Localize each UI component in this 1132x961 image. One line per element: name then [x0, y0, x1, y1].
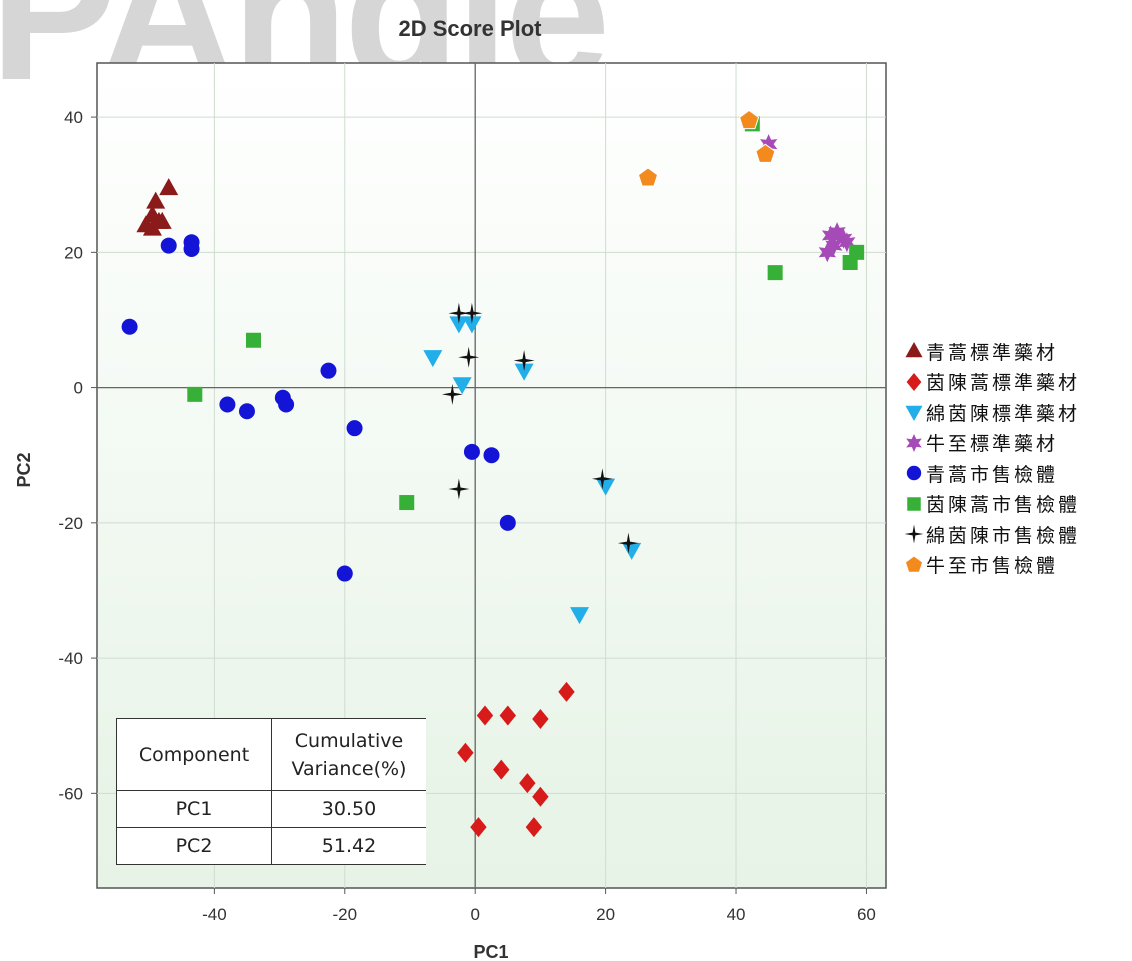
x-tick-label: 40 [727, 905, 746, 924]
x-tick-label: -40 [202, 905, 227, 924]
variance-table: Component Cumulative Variance(%) PC1 30.… [116, 718, 426, 865]
data-point [484, 447, 500, 463]
x-tick-label: -20 [332, 905, 357, 924]
x-axis-label: PC1 [473, 942, 508, 961]
y-tick-label: -60 [58, 784, 83, 803]
legend-item: 綿茵陳標準藥材 [902, 397, 1080, 428]
legend-label: 綿茵陳標準藥材 [926, 399, 1080, 426]
legend-item: 茵陳蒿標準藥材 [902, 367, 1080, 398]
data-point [849, 245, 864, 260]
y-tick-label: -20 [58, 514, 83, 533]
data-point [187, 387, 202, 402]
legend-label: 牛至市售檢體 [926, 551, 1058, 578]
data-point [122, 319, 138, 335]
legend-label: 茵陳蒿標準藥材 [926, 368, 1080, 395]
legend-marker-icon [902, 400, 926, 424]
x-tick-label: 60 [857, 905, 876, 924]
table-row: PC2 51.42 [117, 828, 427, 865]
data-point [337, 566, 353, 582]
legend-marker-shape [905, 406, 922, 421]
data-point [347, 420, 363, 436]
table-header-row: Component Cumulative Variance(%) [117, 719, 427, 791]
legend-label: 牛至標準藥材 [926, 429, 1058, 456]
legend-item: 青蒿市售檢體 [902, 458, 1080, 489]
legend-item: 牛至標準藥材 [902, 428, 1080, 459]
table-cell-variance: 51.42 [272, 828, 427, 865]
table-header-component: Component [117, 719, 272, 791]
legend-marker-shape [907, 466, 921, 480]
legend-marker-icon [902, 339, 926, 363]
legend-marker-icon [902, 492, 926, 516]
legend-marker-shape [905, 556, 922, 572]
y-tick-label: 40 [64, 108, 83, 127]
legend-label: 青蒿市售檢體 [926, 460, 1058, 487]
data-point [500, 515, 516, 531]
x-tick-label: 0 [470, 905, 479, 924]
y-tick-label: 20 [64, 243, 83, 262]
legend-marker-icon [902, 461, 926, 485]
legend-marker-shape [907, 373, 922, 391]
data-point [399, 495, 414, 510]
legend-marker-icon [902, 370, 926, 394]
table-cell-component: PC2 [117, 828, 272, 865]
data-point [219, 396, 235, 412]
legend-item: 茵陳蒿市售檢體 [902, 489, 1080, 520]
data-point [768, 265, 783, 280]
legend-item: 綿茵陳市售檢體 [902, 519, 1080, 550]
x-tick-label: 20 [596, 905, 615, 924]
data-point [161, 238, 177, 254]
legend-marker-icon [902, 431, 926, 455]
legend-marker-shape [906, 434, 922, 452]
legend: 青蒿標準藥材 茵陳蒿標準藥材 綿茵陳標準藥材 牛至標準藥材 青蒿市售檢體 茵陳蒿市售檢體綿… [902, 336, 1080, 580]
data-point [239, 403, 255, 419]
legend-label: 青蒿標準藥材 [926, 338, 1058, 365]
y-axis-label: PC2 [14, 452, 34, 487]
legend-label: 茵陳蒿市售檢體 [926, 490, 1080, 517]
table-cell-component: PC1 [117, 791, 272, 828]
legend-marker-shape [905, 525, 924, 544]
data-point [278, 396, 294, 412]
legend-marker-icon [902, 522, 926, 546]
legend-marker-shape [905, 342, 922, 357]
y-tick-label: -40 [58, 649, 83, 668]
legend-item: 牛至市售檢體 [902, 550, 1080, 581]
table-header-variance: Cumulative Variance(%) [272, 719, 427, 791]
legend-marker-shape [907, 497, 921, 511]
table-cell-variance: 30.50 [272, 791, 427, 828]
data-point [464, 444, 480, 460]
data-point [320, 363, 336, 379]
y-tick-label: 0 [74, 379, 83, 398]
legend-label: 綿茵陳市售檢體 [926, 521, 1080, 548]
legend-item: 青蒿標準藥材 [902, 336, 1080, 367]
data-point [184, 241, 200, 257]
data-point [246, 333, 261, 348]
legend-marker-icon [902, 553, 926, 577]
table-row: PC1 30.50 [117, 791, 427, 828]
